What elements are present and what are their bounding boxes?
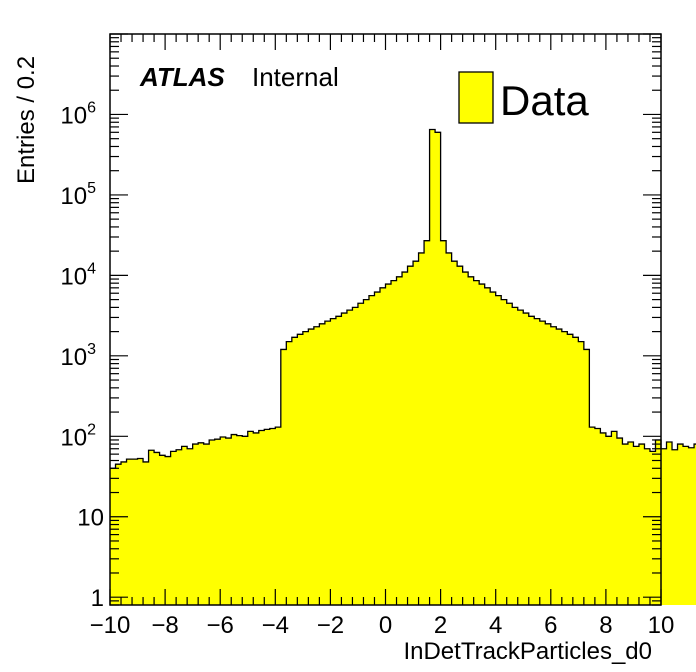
x-tick-label: 4 [489, 612, 502, 639]
axis-ticks [109, 33, 662, 606]
x-tick-label: 10 [648, 612, 675, 639]
legend-entry-data: Data [500, 77, 589, 124]
y-axis-title: Entries / 0.2 [13, 56, 40, 184]
x-tick-label: 0 [379, 612, 392, 639]
y-tick-label: 10 [77, 505, 104, 532]
x-tick-label: 6 [544, 612, 557, 639]
y-tick-label: 105 [60, 180, 96, 210]
x-tick-label: −10 [90, 612, 131, 639]
y-tick-labels: 1 10 102 103 104 105 106 [60, 99, 104, 612]
histogram-fill [110, 129, 696, 605]
y-tick-label: 106 [60, 99, 96, 129]
x-tick-label: 8 [599, 612, 612, 639]
y-tick-label: 1 [91, 585, 104, 612]
y-tick-label: 104 [60, 260, 96, 290]
x-tick-label: −2 [317, 612, 344, 639]
x-tick-label: −6 [207, 612, 234, 639]
x-tick-label: −8 [151, 612, 178, 639]
atlas-label: ATLAS [139, 62, 225, 92]
y-tick-label: 103 [60, 341, 96, 371]
x-tick-label: 2 [434, 612, 447, 639]
legend-swatch [458, 71, 494, 124]
x-axis-title: InDetTrackParticles_d0 [403, 638, 652, 665]
x-tick-label: −4 [262, 612, 289, 639]
internal-label: Internal [252, 62, 339, 92]
y-tick-label: 102 [60, 421, 96, 451]
x-tick-labels: −10 −8 −6 −4 −2 0 2 4 6 8 10 [90, 612, 675, 639]
histogram-outline [110, 128, 696, 469]
